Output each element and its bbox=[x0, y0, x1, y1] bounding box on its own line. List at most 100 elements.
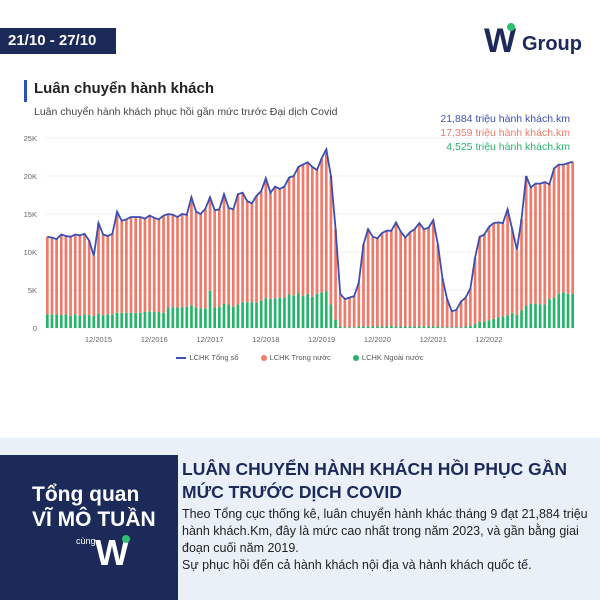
bar-international bbox=[445, 327, 449, 328]
bar-domestic bbox=[496, 222, 500, 318]
bar-domestic bbox=[73, 234, 77, 315]
logo-dot-icon bbox=[507, 23, 515, 31]
wigroup-logo: W Group bbox=[484, 18, 594, 62]
bar-domestic bbox=[152, 217, 156, 313]
callout-international: 4,525 triệu hành khách.km bbox=[446, 141, 570, 153]
bar-domestic bbox=[231, 209, 235, 307]
y-tick-label: 5K bbox=[28, 286, 37, 295]
bar-international bbox=[357, 326, 361, 328]
bar-international bbox=[534, 303, 537, 328]
bar-international bbox=[529, 303, 533, 328]
bar-domestic bbox=[250, 203, 254, 303]
x-tick-label: 12/2018 bbox=[252, 335, 279, 344]
bar-international bbox=[315, 293, 319, 328]
bar-international bbox=[106, 314, 110, 328]
bar-domestic bbox=[50, 237, 54, 315]
bar-international bbox=[366, 326, 370, 328]
y-tick-label: 15K bbox=[24, 210, 37, 219]
bar-domestic bbox=[166, 214, 170, 308]
bar-domestic bbox=[162, 215, 165, 313]
wi-logo-icon: W bbox=[95, 532, 130, 571]
bar-international bbox=[385, 326, 389, 328]
chart-grid bbox=[45, 137, 575, 329]
legend-item-international: LCHK Ngoài nước bbox=[352, 353, 424, 362]
bar-domestic bbox=[287, 177, 291, 295]
bar-domestic bbox=[301, 164, 305, 297]
bar-domestic bbox=[329, 176, 333, 305]
bar-domestic bbox=[190, 197, 193, 306]
bar-domestic bbox=[441, 278, 444, 328]
y-tick-label: 25K bbox=[24, 134, 37, 143]
bar-domestic bbox=[469, 288, 472, 326]
bar-domestic bbox=[445, 299, 449, 328]
bar-international bbox=[515, 315, 519, 328]
bar-international bbox=[352, 327, 356, 328]
chart-title: Luân chuyển hành khách bbox=[34, 80, 215, 97]
bar-domestic bbox=[571, 161, 575, 294]
bar-domestic bbox=[241, 192, 244, 303]
bar-international bbox=[199, 308, 203, 328]
bar-domestic bbox=[506, 209, 509, 316]
bar-international bbox=[380, 326, 384, 328]
bar-international bbox=[292, 295, 296, 328]
bar-domestic bbox=[92, 255, 96, 316]
x-tick-label: 12/2017 bbox=[196, 335, 223, 344]
bar-domestic bbox=[138, 217, 142, 313]
chart-title-accent bbox=[24, 80, 27, 102]
bar-domestic bbox=[255, 195, 258, 303]
bar-domestic bbox=[227, 207, 230, 305]
bar-international bbox=[115, 312, 119, 328]
bar-international bbox=[125, 312, 128, 328]
bar-domestic bbox=[297, 166, 300, 294]
bar-domestic bbox=[534, 183, 537, 304]
legend-item-total: LCHK Tổng số bbox=[176, 353, 239, 362]
bar-domestic bbox=[362, 244, 365, 327]
bar-domestic bbox=[399, 231, 403, 327]
bar-international bbox=[306, 293, 310, 328]
bar-international bbox=[427, 326, 430, 328]
body-paragraph-1: Theo Tổng cục thống kê, luân chuyển hành… bbox=[182, 507, 588, 555]
bar-international bbox=[278, 297, 282, 328]
date-range-badge: 21/10 - 27/10 bbox=[0, 28, 116, 54]
bar-international bbox=[320, 292, 323, 328]
bar-domestic bbox=[83, 233, 86, 315]
bar-international bbox=[324, 291, 328, 328]
bar-domestic bbox=[115, 211, 119, 313]
bar-domestic bbox=[259, 191, 263, 301]
bar-domestic bbox=[59, 234, 63, 316]
total-series-line bbox=[47, 146, 573, 313]
bar-international bbox=[413, 326, 416, 328]
bar-domestic bbox=[208, 197, 212, 291]
bar-international bbox=[185, 306, 189, 328]
bar-international bbox=[557, 293, 561, 328]
bar-domestic bbox=[55, 239, 58, 315]
bar-domestic bbox=[283, 186, 286, 298]
bar-international bbox=[255, 302, 258, 328]
bar-international bbox=[478, 321, 482, 328]
bar-international bbox=[166, 307, 170, 328]
bar-international bbox=[371, 326, 375, 328]
bar-international bbox=[208, 290, 212, 328]
badge-line-2: VĨ MÔ TUẦN bbox=[32, 508, 156, 531]
bar-domestic bbox=[97, 223, 100, 314]
bar-domestic bbox=[524, 176, 528, 306]
bar-domestic bbox=[64, 236, 68, 315]
bar-international bbox=[111, 314, 114, 328]
bar-international bbox=[59, 315, 63, 328]
bar-international bbox=[450, 327, 454, 328]
bar-domestic bbox=[450, 311, 454, 328]
bar-international bbox=[73, 314, 77, 328]
bar-international bbox=[227, 304, 230, 328]
bar-international bbox=[552, 297, 556, 328]
bar-domestic bbox=[324, 149, 328, 292]
bar-domestic bbox=[417, 223, 421, 327]
bar-domestic bbox=[148, 215, 151, 312]
bar-international bbox=[520, 310, 523, 328]
y-tick-label: 10K bbox=[24, 248, 37, 257]
bar-domestic bbox=[413, 229, 416, 327]
bar-domestic bbox=[543, 182, 547, 305]
bar-domestic bbox=[87, 240, 91, 316]
bar-international bbox=[83, 314, 86, 328]
bar-domestic bbox=[492, 223, 495, 319]
bar-international bbox=[473, 324, 477, 328]
